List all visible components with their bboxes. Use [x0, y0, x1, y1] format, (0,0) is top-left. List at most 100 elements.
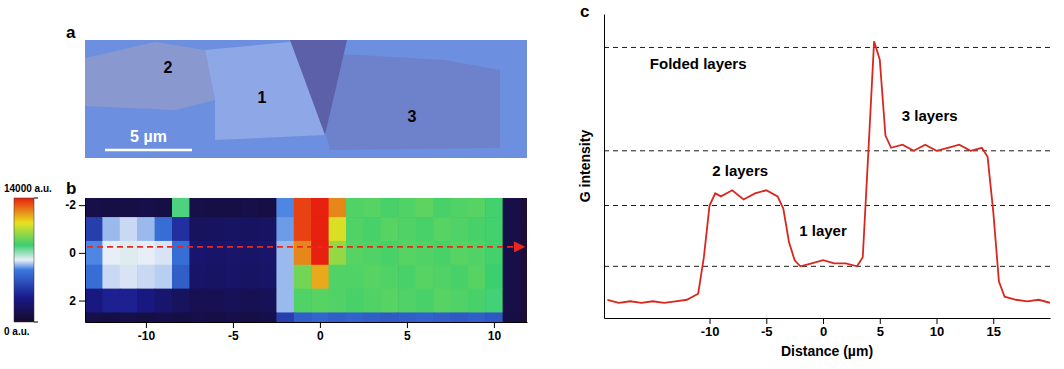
tick: 5 [404, 322, 411, 343]
tick-mark [407, 322, 408, 328]
heatmap-cell [381, 241, 399, 265]
heatmap-cell [224, 312, 242, 322]
heatmap-cell [468, 241, 486, 265]
tick-label: -5 [761, 324, 773, 339]
heatmap-cell [102, 198, 120, 218]
heatmap-cell [363, 312, 381, 322]
heatmap-cell [503, 289, 521, 313]
heatmap-cell [329, 241, 347, 265]
region-label: 1 [258, 89, 267, 106]
reference-label: 2 layers [712, 162, 768, 179]
heatmap-cell [102, 289, 120, 313]
heatmap-cell [329, 217, 347, 241]
heatmap-cell [85, 241, 103, 265]
axis-line [604, 15, 605, 319]
heatmap-cell [381, 289, 399, 313]
heatmap-cell [137, 289, 155, 313]
heatmap-cell [102, 241, 120, 265]
tick-mark [880, 318, 881, 324]
tick: 2 [69, 294, 85, 308]
heatmap-cell [224, 217, 242, 241]
tick-mark [146, 322, 147, 328]
tick-label: 0 [317, 329, 324, 343]
reference-line [604, 205, 1050, 206]
tick-label: 15 [987, 324, 1001, 339]
colorbar [14, 198, 34, 322]
tick: 0 [820, 318, 827, 339]
heatmap-cell [363, 289, 381, 313]
tick-label: 0 [69, 246, 76, 260]
heatmap-cell [468, 265, 486, 289]
heatmap-cell [276, 312, 294, 322]
tick: 0 [69, 246, 85, 260]
heatmap-cell [346, 198, 364, 218]
heatmap-cell [503, 265, 521, 289]
heatmap-cell [120, 198, 138, 218]
heatmap-cell [276, 217, 294, 241]
heatmap-cell [329, 312, 347, 322]
tick-mark [79, 205, 85, 206]
heatmap-cell [259, 289, 277, 313]
tick-mark [823, 318, 824, 324]
heatmap-cell [450, 198, 468, 218]
bilayer-region [85, 42, 215, 110]
heatmap-cell [224, 241, 242, 265]
heatmap-cell [433, 217, 451, 241]
axis-line [86, 322, 528, 323]
heatmap-cell [137, 217, 155, 241]
heatmap-cell [450, 289, 468, 313]
heatmap-cell [102, 265, 120, 289]
tick-label: 5 [404, 329, 411, 343]
heatmap-cell [207, 217, 225, 241]
tick-mark [79, 301, 85, 302]
heatmap-cell [242, 289, 260, 313]
region-label: 2 [164, 59, 173, 76]
heatmap-cell [311, 217, 329, 241]
heatmap-cell [381, 265, 399, 289]
tick-mark [993, 318, 994, 324]
reference-label: Folded layers [650, 55, 747, 72]
heatmap-cell [311, 198, 329, 218]
heatmap-cell [381, 198, 399, 218]
tick-mark [494, 322, 495, 328]
heatmap-cell [172, 289, 190, 313]
heatmap-cell [276, 265, 294, 289]
heatmap-cell [172, 198, 190, 218]
reference-lines [604, 47, 1050, 266]
tick-label: -10 [701, 324, 720, 339]
heatmap-cell [485, 289, 503, 313]
tick: -5 [228, 322, 239, 343]
reference-line [604, 47, 1050, 48]
heatmap-cell [120, 289, 138, 313]
heatmap-cell [485, 312, 503, 322]
heatmap-cell [137, 241, 155, 265]
heatmap-cell [120, 265, 138, 289]
heatmap-cell [311, 241, 329, 265]
heatmap-cell [85, 198, 103, 218]
tick: -10 [138, 322, 156, 343]
scale-bar-label: 5 µm [130, 128, 167, 145]
heatmap-cell [207, 241, 225, 265]
heatmap-cell [485, 217, 503, 241]
heatmap-cell [259, 198, 277, 218]
heatmap-cell [450, 241, 468, 265]
heatmap-cell [450, 312, 468, 322]
heatmap-cell [416, 312, 434, 322]
heatmap-cell [346, 312, 364, 322]
heatmap-cell [224, 289, 242, 313]
tick: 5 [877, 318, 884, 339]
heatmap-cell [155, 198, 173, 218]
heatmap-cell [189, 217, 207, 241]
heatmap-cell [207, 265, 225, 289]
heatmap-cell [189, 241, 207, 265]
heatmap-cell [207, 289, 225, 313]
reference-label: 3 layers [902, 107, 958, 124]
figure: -10-50510-20214000 a.u.0 a.u.b2135 µmaFo… [0, 0, 1064, 369]
x-axis: -10-50510 [86, 322, 528, 343]
heatmap-cell [137, 312, 155, 322]
profile-arrow [87, 246, 524, 248]
tick-mark [766, 318, 767, 324]
heatmap-cell [242, 265, 260, 289]
heatmap-cell [259, 241, 277, 265]
heatmap-cell [120, 312, 138, 322]
